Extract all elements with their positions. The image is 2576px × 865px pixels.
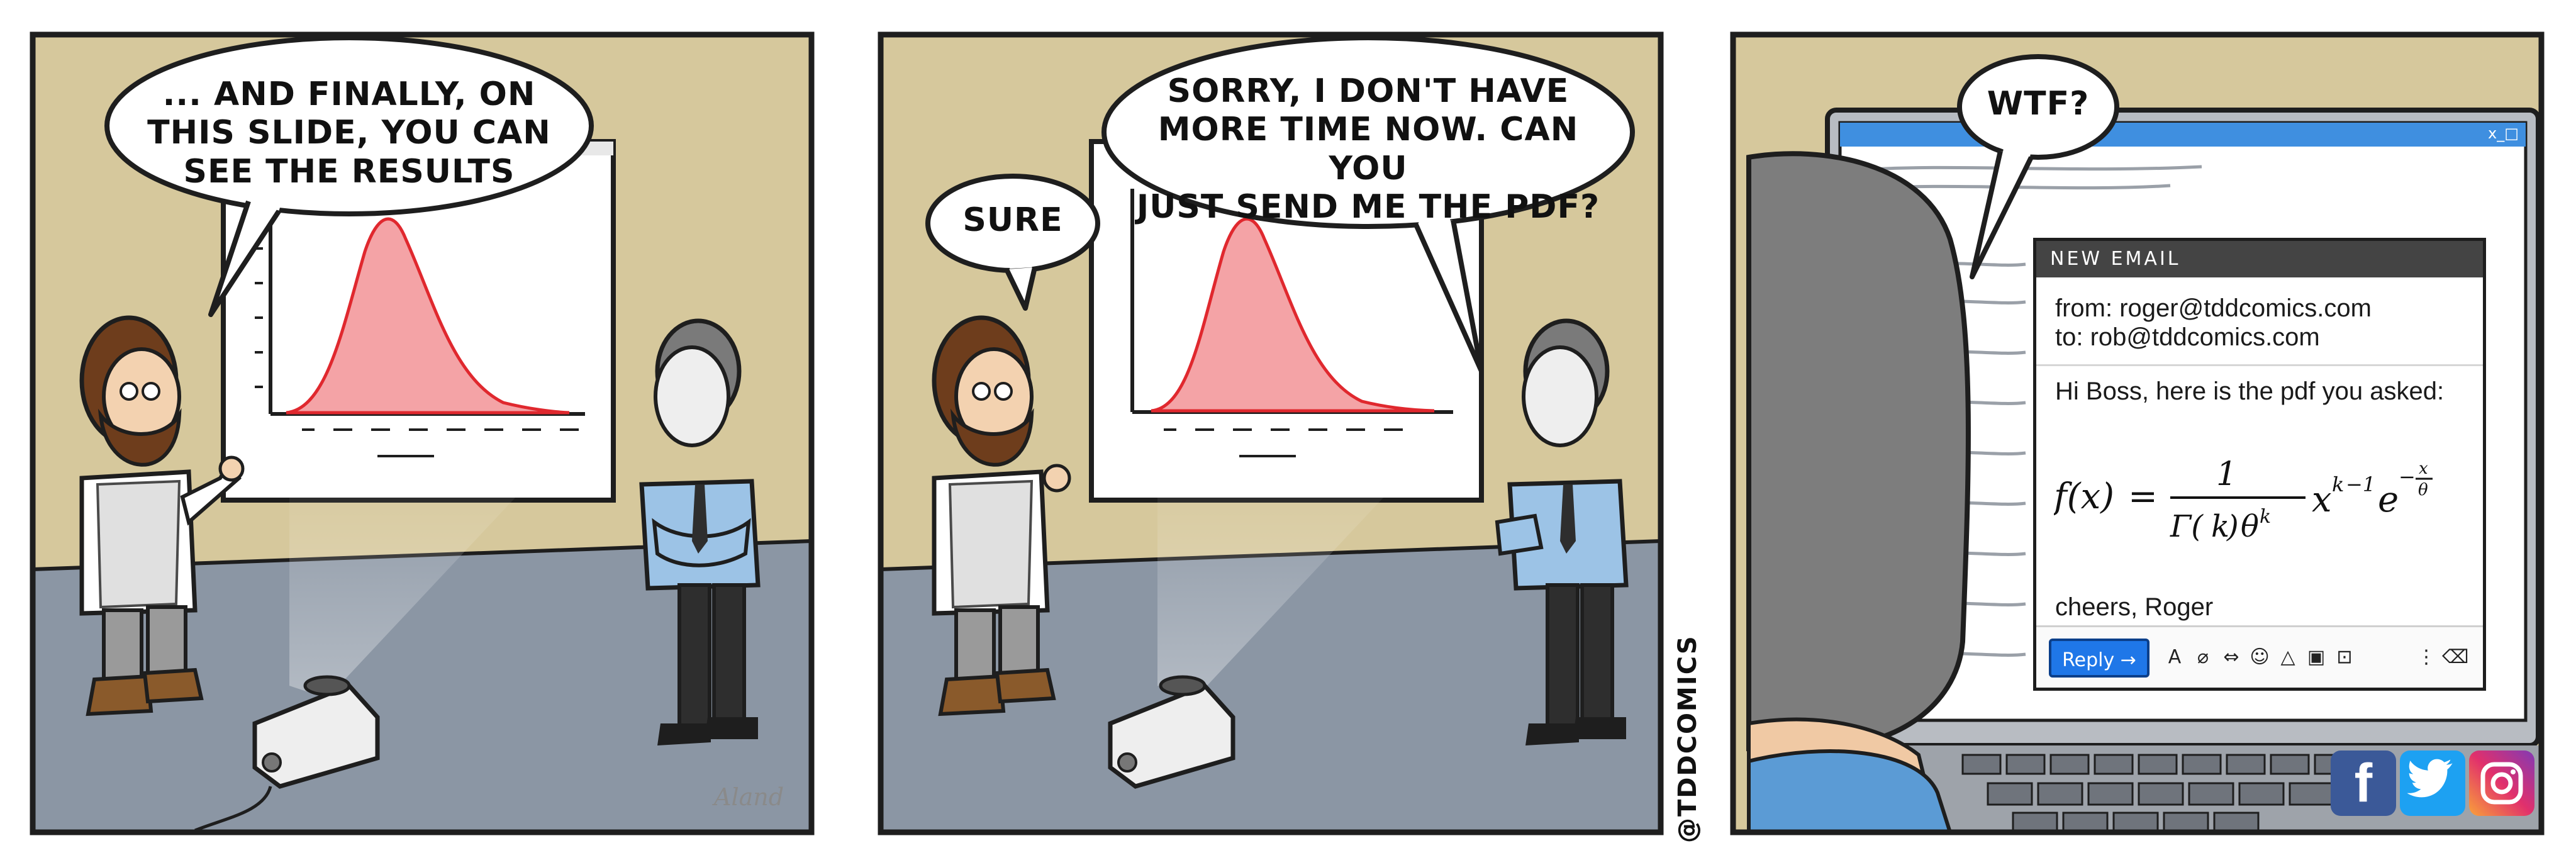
svg-text:k: k	[2332, 472, 2344, 496]
speech-line: JUST SEND ME THE PDF?	[1136, 188, 1600, 226]
projector	[194, 675, 380, 832]
svg-text:=: =	[2128, 476, 2158, 517]
presenter-bearded-man	[79, 315, 245, 717]
distribution-curve	[286, 217, 570, 415]
email-compose-window: NEW EMAIL from: roger@tddcomics.com to: …	[2033, 238, 2486, 691]
svg-text:x: x	[2312, 479, 2332, 520]
email-greeting: Hi Boss, here is the pdf you asked:	[2055, 377, 2445, 405]
text-format-icon[interactable]: A	[2168, 646, 2182, 668]
window-controls[interactable]: x_□	[2488, 125, 2519, 142]
facebook-icon[interactable]: f	[2331, 751, 2396, 816]
link-icon[interactable]: ⇔	[2223, 646, 2239, 668]
speech-line: THIS SLIDE, YOU CAN	[147, 114, 551, 152]
drive-icon[interactable]: △	[2280, 646, 2295, 668]
svg-text:θ: θ	[2418, 481, 2428, 499]
panel-1-floor	[33, 541, 811, 832]
reply-button[interactable]: Reply →	[2049, 639, 2149, 678]
speech-text-panel-1: ... AND FINALLY, ON THIS SLIDE, YOU CAN …	[123, 75, 576, 191]
email-to: to: rob@tddcomics.com	[2055, 323, 2320, 351]
emoji-icon[interactable]: ☺	[2250, 646, 2270, 668]
attach-icon[interactable]: ⌀	[2197, 646, 2209, 668]
email-meta: from: roger@tddcomics.com to: rob@tddcom…	[2036, 277, 2483, 352]
boss-man	[1495, 318, 1629, 745]
instagram-camera-icon	[2480, 762, 2523, 805]
twitter-icon[interactable]	[2400, 751, 2465, 816]
presenter-bearded-man	[932, 315, 1071, 717]
svg-text:e: e	[2378, 479, 2399, 520]
artist-signature: Aland	[714, 783, 784, 811]
email-signoff: cheers, Roger	[2055, 593, 2214, 621]
svg-text:−1: −1	[2346, 472, 2375, 496]
speech-bubble-sure	[925, 174, 1100, 311]
speech-line: SURE	[962, 201, 1063, 239]
panel-1	[30, 31, 815, 835]
panel-2	[878, 31, 1664, 835]
speech-text-boss: SORRY, I DON'T HAVE MORE TIME NOW. CAN Y…	[1120, 72, 1617, 226]
speech-line: SORRY, I DON'T HAVE	[1167, 72, 1570, 110]
distribution-curve	[1151, 217, 1435, 413]
svg-text:1: 1	[2216, 455, 2237, 493]
trash-icon[interactable]: ⌫	[2442, 646, 2469, 668]
boss-man	[639, 318, 761, 745]
email-from: from: roger@tddcomics.com	[2055, 294, 2372, 322]
speech-bubble-panel-1	[104, 35, 594, 317]
svg-text:θ: θ	[2241, 509, 2259, 544]
reader-back-of-head	[1746, 151, 1971, 834]
more-options-icon[interactable]: ⋮	[2417, 646, 2436, 668]
lock-icon[interactable]: ⊡	[2336, 646, 2353, 668]
svg-text:−: −	[2399, 465, 2416, 489]
projector	[1108, 675, 1235, 789]
svg-text:k: k	[2211, 509, 2229, 544]
svg-text:f(x): f(x)	[2054, 476, 2114, 517]
gamma-pdf-formula: f(x) = 1 Γ( k ) θ k x k −1 e − x θ	[2054, 455, 2433, 544]
speech-line: ... AND FINALLY, ON	[162, 75, 536, 113]
speech-text-sure: SURE	[947, 201, 1079, 240]
facebook-letter: f	[2354, 753, 2373, 813]
speech-bubble-boss	[1101, 35, 1635, 374]
twitter-bird-icon	[2407, 759, 2453, 798]
svg-text:Γ(: Γ(	[2170, 509, 2204, 544]
email-header: NEW EMAIL	[2036, 241, 2483, 277]
image-icon[interactable]: ▣	[2307, 646, 2326, 668]
tddcomics-watermark: @TDDCOMICS	[1673, 635, 1702, 843]
speech-line: WTF?	[1987, 85, 2090, 123]
svg-text:x: x	[2419, 459, 2428, 478]
speech-line: MORE TIME NOW. CAN YOU	[1157, 111, 1579, 187]
instagram-icon[interactable]	[2469, 751, 2534, 816]
svg-text:k: k	[2260, 506, 2271, 528]
speech-text-wtf: WTF?	[1975, 85, 2101, 123]
email-toolbar: Reply → A ⌀ ⇔ ☺ △ ▣ ⊡ ⋮ ⌫	[2036, 625, 2483, 688]
panel-1-border	[30, 31, 815, 835]
svg-text:): )	[2226, 509, 2239, 544]
speech-line: SEE THE RESULTS	[183, 152, 515, 191]
speech-bubble-wtf	[1957, 54, 2119, 279]
divider	[2036, 364, 2483, 366]
